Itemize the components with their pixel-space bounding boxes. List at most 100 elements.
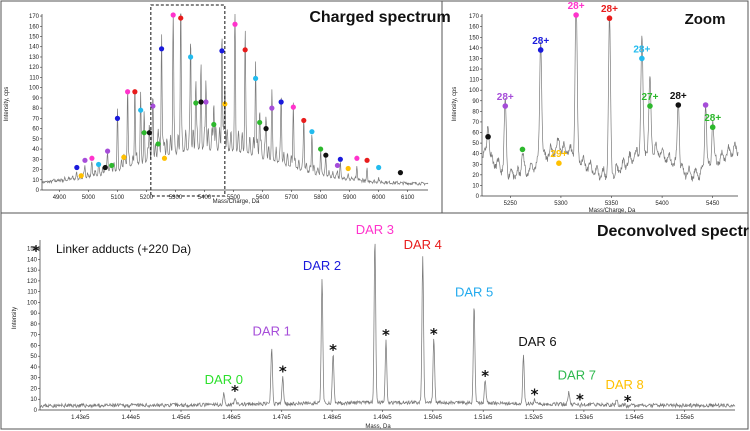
charged-peak-marker: [89, 155, 95, 161]
x-tick-label: 6100: [401, 195, 415, 201]
charged-peak-marker: [253, 75, 259, 82]
charged-peak-marker: [170, 12, 176, 18]
charged-peak-marker: [337, 156, 343, 162]
zoom-charge-label: 29+: [550, 149, 567, 160]
linker-adduct-star: *: [329, 341, 337, 359]
deconvolved-spectrum-trace: [39, 243, 736, 409]
title-deconvolved: Deconvolved spectrum: [597, 223, 750, 240]
x-tick-label: 1.45e5: [172, 415, 191, 421]
y-tick-label: 30: [30, 376, 37, 382]
x-tick-label: 5350: [605, 201, 619, 207]
x-tick-label: 1.51e5: [474, 415, 493, 421]
zoom-charge-label: 27+: [641, 92, 658, 103]
charged-peak-marker: [78, 173, 84, 179]
zoom-charge-label: 28+: [568, 1, 585, 12]
y-tick-label: 20: [30, 386, 37, 392]
charged-peak-marker: [102, 164, 108, 171]
y-tick-label: 50: [32, 137, 39, 143]
y-tick-label: 130: [27, 268, 38, 274]
x-tick-label: 5400: [198, 195, 212, 201]
zoom-peak-marker: [537, 47, 544, 53]
charged-peak-marker: [323, 152, 329, 158]
y-tick-label: 90: [32, 96, 39, 102]
y-tick-label: 50: [472, 141, 479, 147]
xlabel-zoom: Mass/Charge, Da: [589, 208, 636, 214]
charged-peak-marker: [109, 162, 115, 169]
charged-peak-marker: [354, 155, 360, 161]
charged-peak-marker: [155, 141, 161, 147]
charged-peak-marker: [290, 104, 296, 110]
y-tick-label: 130: [29, 55, 40, 61]
zoom-charge-label: 28+: [670, 91, 687, 102]
charged-peak-marker: [150, 103, 156, 109]
y-tick-label: 80: [30, 322, 37, 328]
charged-peak-marker: [178, 15, 184, 21]
charged-peak-marker: [263, 126, 269, 132]
xlabel-charged: Mass/Charge, Da: [213, 199, 260, 205]
deconvolved-spectrum-chart: 1.43e5 1.44e5 1.45e5 1.46e5 1.47e5 1.48e5 1.49…: [27, 222, 736, 421]
zoom-peak-marker: [485, 133, 491, 140]
zoom-peak-marker: [502, 103, 509, 109]
charged-peak-marker: [397, 170, 404, 176]
zoom-charge-label: 28+: [633, 44, 650, 55]
x-tick-label: 5250: [504, 201, 518, 207]
charged-peak-marker: [242, 47, 248, 53]
y-tick-label: 160: [469, 25, 480, 31]
y-tick-label: 80: [32, 106, 39, 112]
y-tick-label: 120: [29, 65, 40, 71]
dar-peak-label: DAR 5: [455, 285, 493, 300]
linker-adduct-star: *: [231, 382, 239, 400]
linker-adduct-star: *: [576, 391, 584, 409]
linker-adduct-star: *: [279, 363, 287, 381]
y-tick-label: 140: [27, 257, 38, 263]
y-tick-label: 50: [30, 354, 37, 360]
x-tick-label: 1.49e5: [373, 415, 392, 421]
dar-peak-label: DAR 2: [303, 258, 341, 273]
charged-peak-marker: [219, 48, 225, 54]
charged-peak-marker: [158, 46, 165, 52]
zoom-charge-label: 28+: [497, 92, 514, 103]
x-tick-label: 6000: [372, 195, 386, 201]
charged-peak-marker: [257, 119, 263, 126]
zoom-peak-marker: [675, 102, 682, 108]
dar-peak-label: DAR 1: [253, 324, 291, 339]
y-tick-label: 0: [36, 188, 40, 194]
y-tick-label: 160: [29, 24, 40, 30]
charged-peak-marker: [193, 100, 199, 106]
y-tick-label: 130: [469, 56, 480, 62]
x-tick-label: 1.43e5: [71, 415, 90, 421]
zoom-charge-label: 28+: [601, 4, 618, 15]
y-tick-label: 40: [32, 147, 39, 153]
x-tick-label: 5700: [285, 195, 299, 201]
charged-peak-marker: [222, 101, 228, 107]
x-tick-label: 5400: [655, 201, 669, 207]
charged-peak-marker: [334, 162, 341, 169]
legend-text: Linker adducts (+220 Da): [56, 242, 191, 256]
y-tick-label: 10: [30, 397, 37, 403]
linker-adduct-star: *: [531, 385, 539, 403]
linker-adduct-star: *: [624, 392, 632, 410]
zoom-charge-label: 28+: [532, 36, 549, 47]
y-tick-label: 60: [30, 343, 37, 349]
y-tick-label: 70: [30, 333, 37, 339]
charged-peak-marker: [301, 117, 307, 124]
x-tick-label: 4900: [53, 195, 67, 201]
charged-peak-marker: [232, 21, 238, 27]
y-tick-label: 110: [27, 290, 37, 296]
charged-peak-marker: [95, 161, 102, 168]
y-tick-label: 150: [27, 247, 38, 253]
legend-symbol: *: [32, 242, 40, 260]
y-tick-label: 10: [472, 183, 479, 189]
charged-peak-marker: [203, 99, 209, 105]
x-tick-label: 5800: [314, 195, 328, 201]
xlabel-deconvolved: Mass, Da: [365, 424, 391, 430]
dar-peak-label: DAR 6: [518, 334, 556, 349]
charged-peak-marker: [269, 105, 275, 111]
zoom-peak-marker: [519, 146, 526, 153]
x-tick-label: 5900: [343, 195, 357, 201]
zoom-peak-marker: [647, 103, 653, 109]
y-tick-label: 30: [32, 157, 39, 163]
x-tick-label: 1.52e5: [524, 415, 543, 421]
charged-peak-marker: [309, 129, 315, 135]
